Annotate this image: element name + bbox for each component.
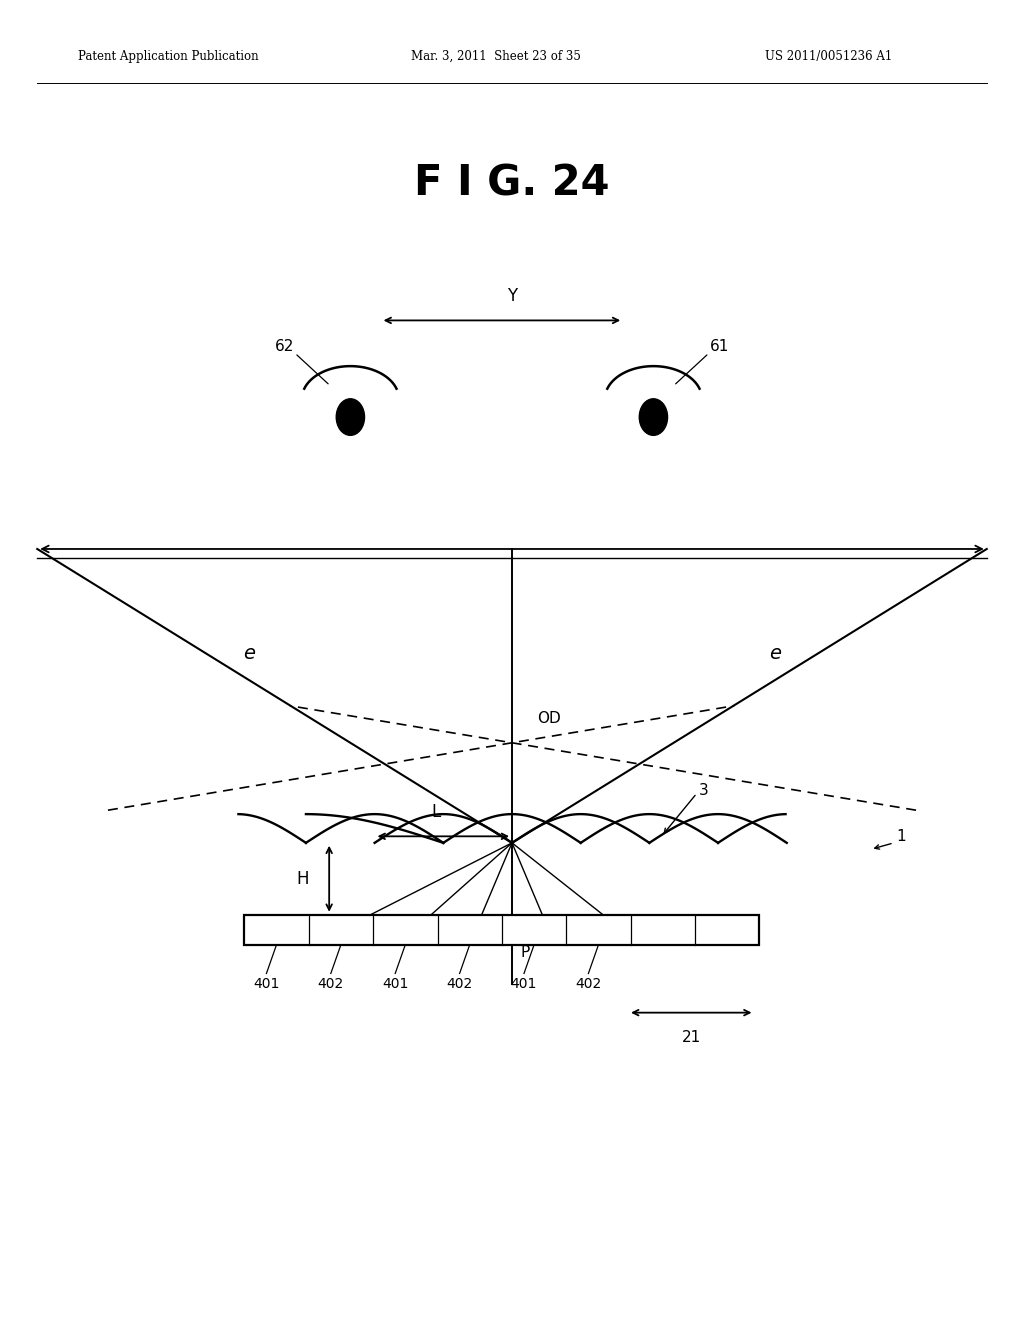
Text: 3: 3	[698, 783, 709, 799]
Text: e: e	[244, 644, 255, 663]
Text: 401: 401	[511, 977, 538, 991]
Circle shape	[639, 399, 668, 436]
Text: US 2011/0051236 A1: US 2011/0051236 A1	[765, 50, 892, 63]
Text: e: e	[769, 644, 780, 663]
Text: Patent Application Publication: Patent Application Publication	[78, 50, 258, 63]
Text: Y: Y	[507, 286, 517, 305]
Bar	[245, 915, 760, 945]
Text: P: P	[520, 945, 529, 960]
Text: OD: OD	[538, 711, 561, 726]
Text: H: H	[297, 870, 309, 888]
Text: 61: 61	[710, 339, 729, 354]
Text: 402: 402	[317, 977, 344, 991]
Text: 401: 401	[253, 977, 280, 991]
Circle shape	[336, 399, 365, 436]
Text: 401: 401	[382, 977, 409, 991]
Text: 402: 402	[575, 977, 601, 991]
Text: F I G. 24: F I G. 24	[415, 162, 609, 205]
Text: Mar. 3, 2011  Sheet 23 of 35: Mar. 3, 2011 Sheet 23 of 35	[411, 50, 581, 63]
Text: 21: 21	[682, 1030, 700, 1044]
Text: 1: 1	[896, 829, 905, 843]
Text: 62: 62	[275, 339, 295, 354]
Text: 402: 402	[446, 977, 473, 991]
Text: L: L	[432, 803, 441, 821]
